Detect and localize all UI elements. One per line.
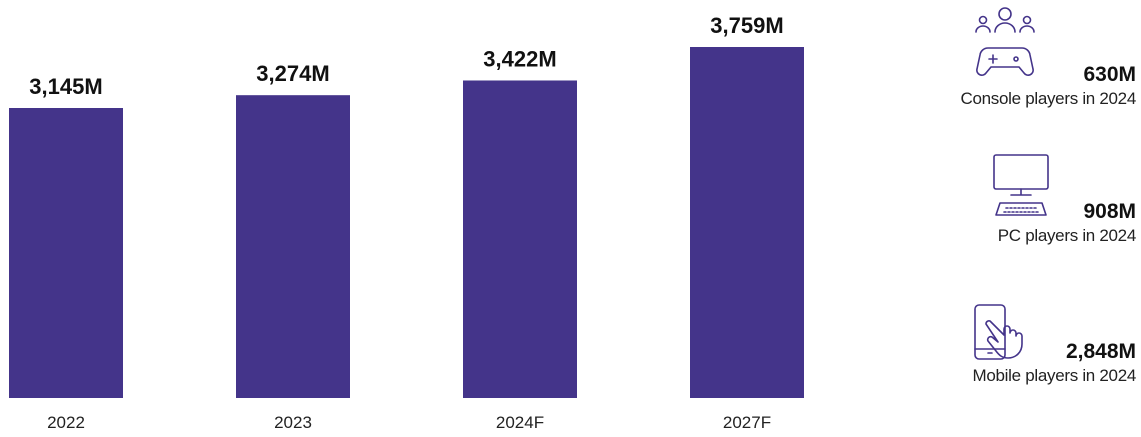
x-tick-label: 2022 [47, 413, 85, 432]
pc-stat: 908M PC players in 2024 [997, 200, 1137, 246]
bar-value-label: 3,145M [29, 74, 102, 99]
bar-2022 [9, 108, 123, 398]
console-stat: 630M Console players in 2024 [961, 63, 1137, 109]
mobile-stat: 2,848M Mobile players in 2024 [973, 340, 1137, 386]
console-players-value: 630M [1083, 63, 1136, 86]
console-players-label: Console players in 2024 [960, 89, 1137, 108]
mobile-players-value: 2,848M [1065, 340, 1136, 363]
bar-value-label: 3,422M [483, 46, 556, 71]
phone-touch-icon [970, 303, 1046, 363]
x-tick-label: 2024F [496, 413, 544, 432]
pc-players-label: PC players in 2024 [997, 226, 1137, 245]
bar-chart: 3,145M 2022 3,274M 2023 3,422M 2024F 3,759M 202… [9, 13, 804, 432]
gamepad-players-icon [970, 4, 1040, 80]
bar-2024F [463, 80, 577, 398]
x-tick-label: 2027F [723, 413, 771, 432]
desktop-computer-icon [990, 153, 1050, 219]
mobile-players-label: Mobile players in 2024 [972, 366, 1137, 385]
bar-2027F [690, 47, 804, 398]
pc-players-value: 908M [1083, 200, 1136, 223]
bar-value-label: 3,759M [710, 13, 783, 38]
bar-2023 [236, 95, 350, 399]
bar-value-label: 3,274M [256, 61, 329, 86]
x-tick-label: 2023 [274, 413, 312, 432]
